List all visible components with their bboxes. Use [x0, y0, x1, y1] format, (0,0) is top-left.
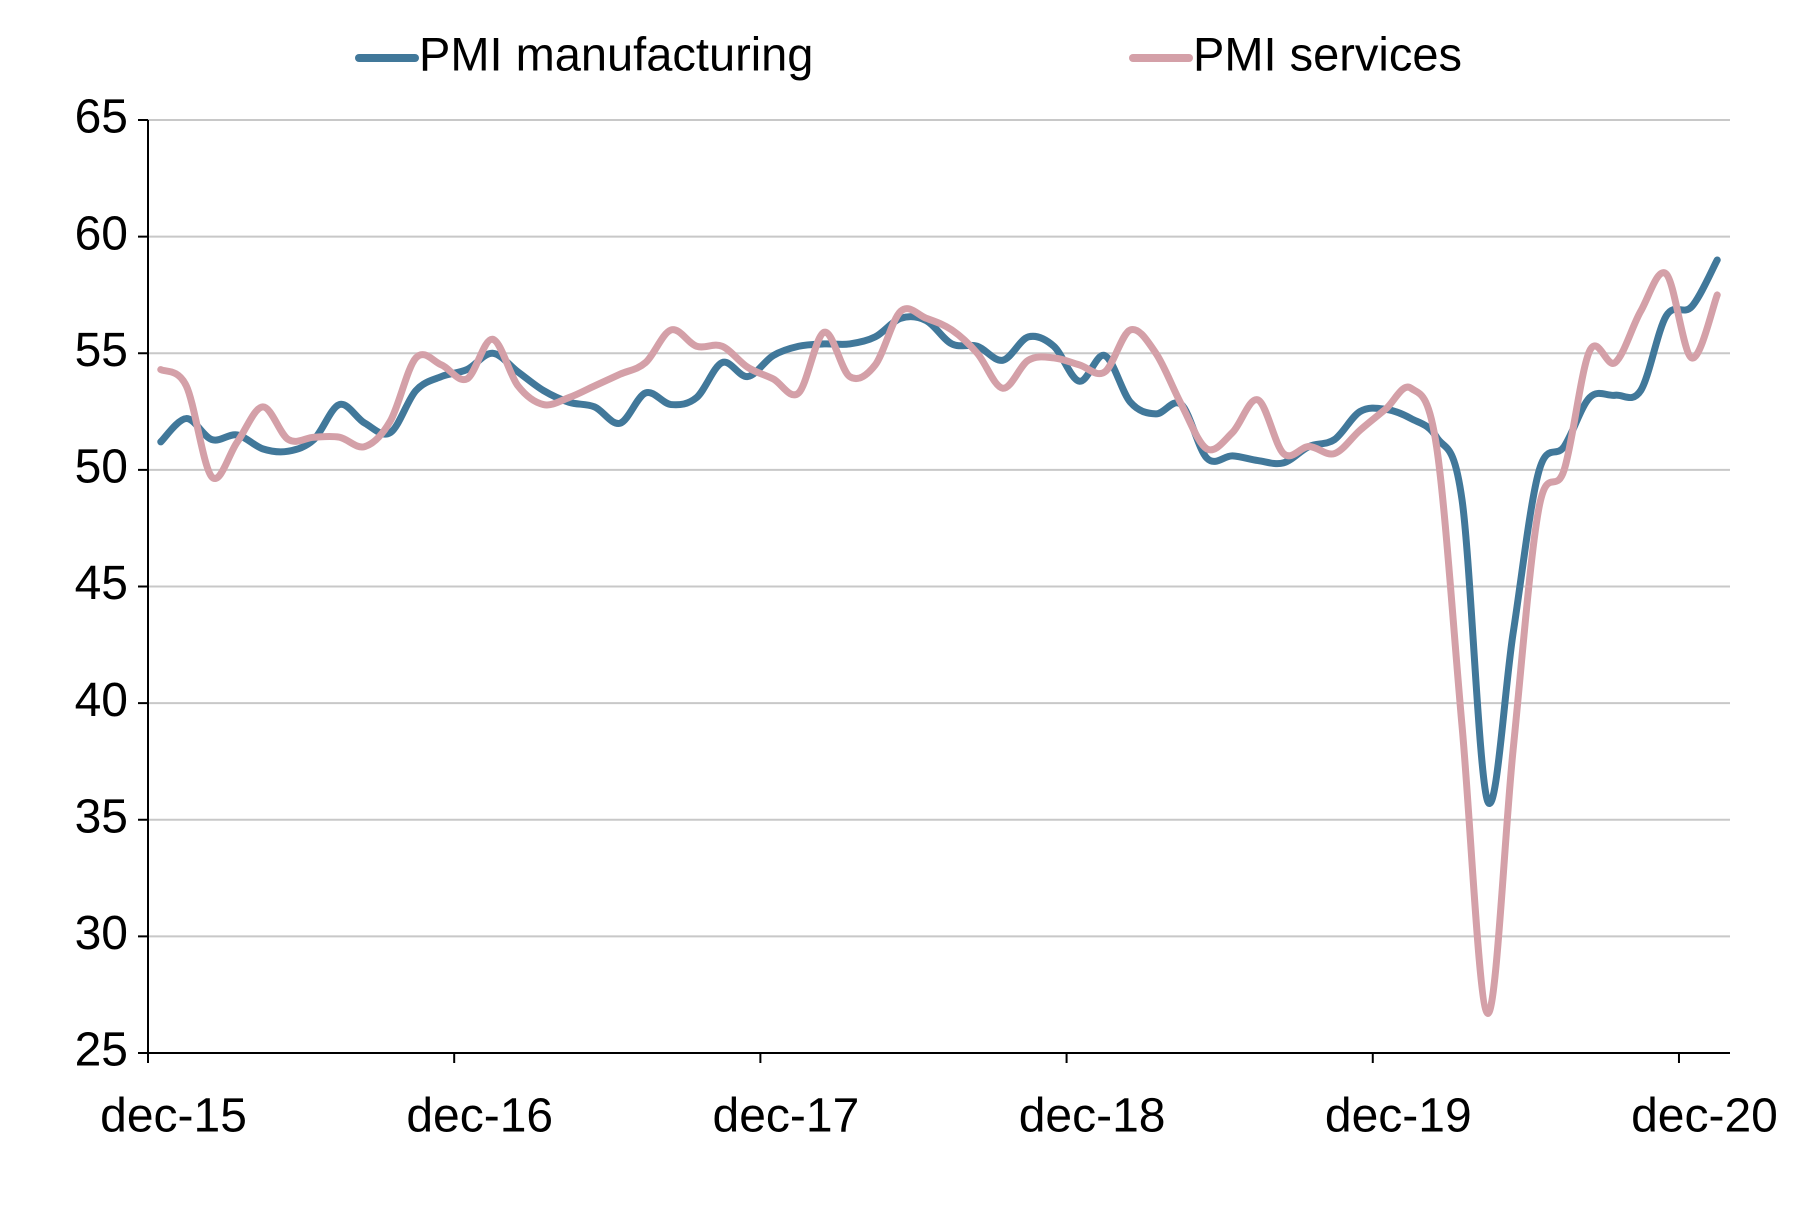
series-line: [157, 256, 1721, 807]
legend-label: PMI services: [1193, 27, 1462, 80]
y-tick-label: 65: [75, 91, 128, 144]
y-tick-label: 55: [75, 324, 128, 377]
x-tick-label: dec-16: [406, 1090, 553, 1143]
x-tick-label: dec-18: [1019, 1090, 1166, 1143]
y-tick-label: 45: [75, 557, 128, 610]
legend-label: PMI manufacturing: [419, 27, 813, 80]
y-tick-label: 60: [75, 207, 128, 260]
y-tick-label: 25: [75, 1024, 128, 1077]
y-tick-label: 30: [75, 907, 128, 960]
x-tick-label: dec-20: [1631, 1090, 1778, 1143]
series-line: [157, 269, 1721, 1017]
y-tick-label: 50: [75, 441, 128, 494]
y-tick-label: 40: [75, 674, 128, 727]
x-tick-label: dec-15: [100, 1090, 247, 1143]
y-tick-label: 35: [75, 790, 128, 843]
x-tick-label: dec-17: [713, 1090, 860, 1143]
x-tick-label: dec-19: [1325, 1090, 1472, 1143]
